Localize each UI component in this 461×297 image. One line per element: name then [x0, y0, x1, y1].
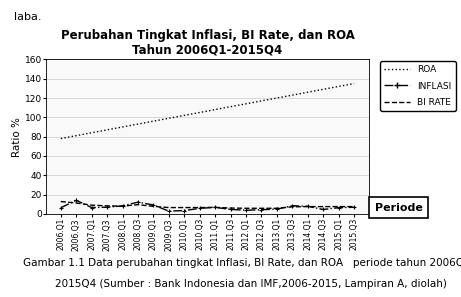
Text: laba.: laba.: [14, 12, 41, 22]
Y-axis label: Ratio %: Ratio %: [12, 117, 22, 157]
Text: Periode: Periode: [375, 203, 423, 213]
Text: Gambar 1.1 Data perubahan tingkat Inflasi, BI Rate, dan ROA   periode tahun 2006: Gambar 1.1 Data perubahan tingkat Inflas…: [23, 258, 461, 268]
Legend: ROA, INFLASI, BI RATE: ROA, INFLASI, BI RATE: [380, 61, 455, 111]
Title: Perubahan Tingkat Inflasi, BI Rate, dan ROA
Tahun 2006Q1-2015Q4: Perubahan Tingkat Inflasi, BI Rate, dan …: [60, 29, 355, 57]
Text: 2015Q4 (Sumber : Bank Indonesia dan IMF,2006-2015, Lampiran A, diolah): 2015Q4 (Sumber : Bank Indonesia dan IMF,…: [55, 279, 447, 289]
